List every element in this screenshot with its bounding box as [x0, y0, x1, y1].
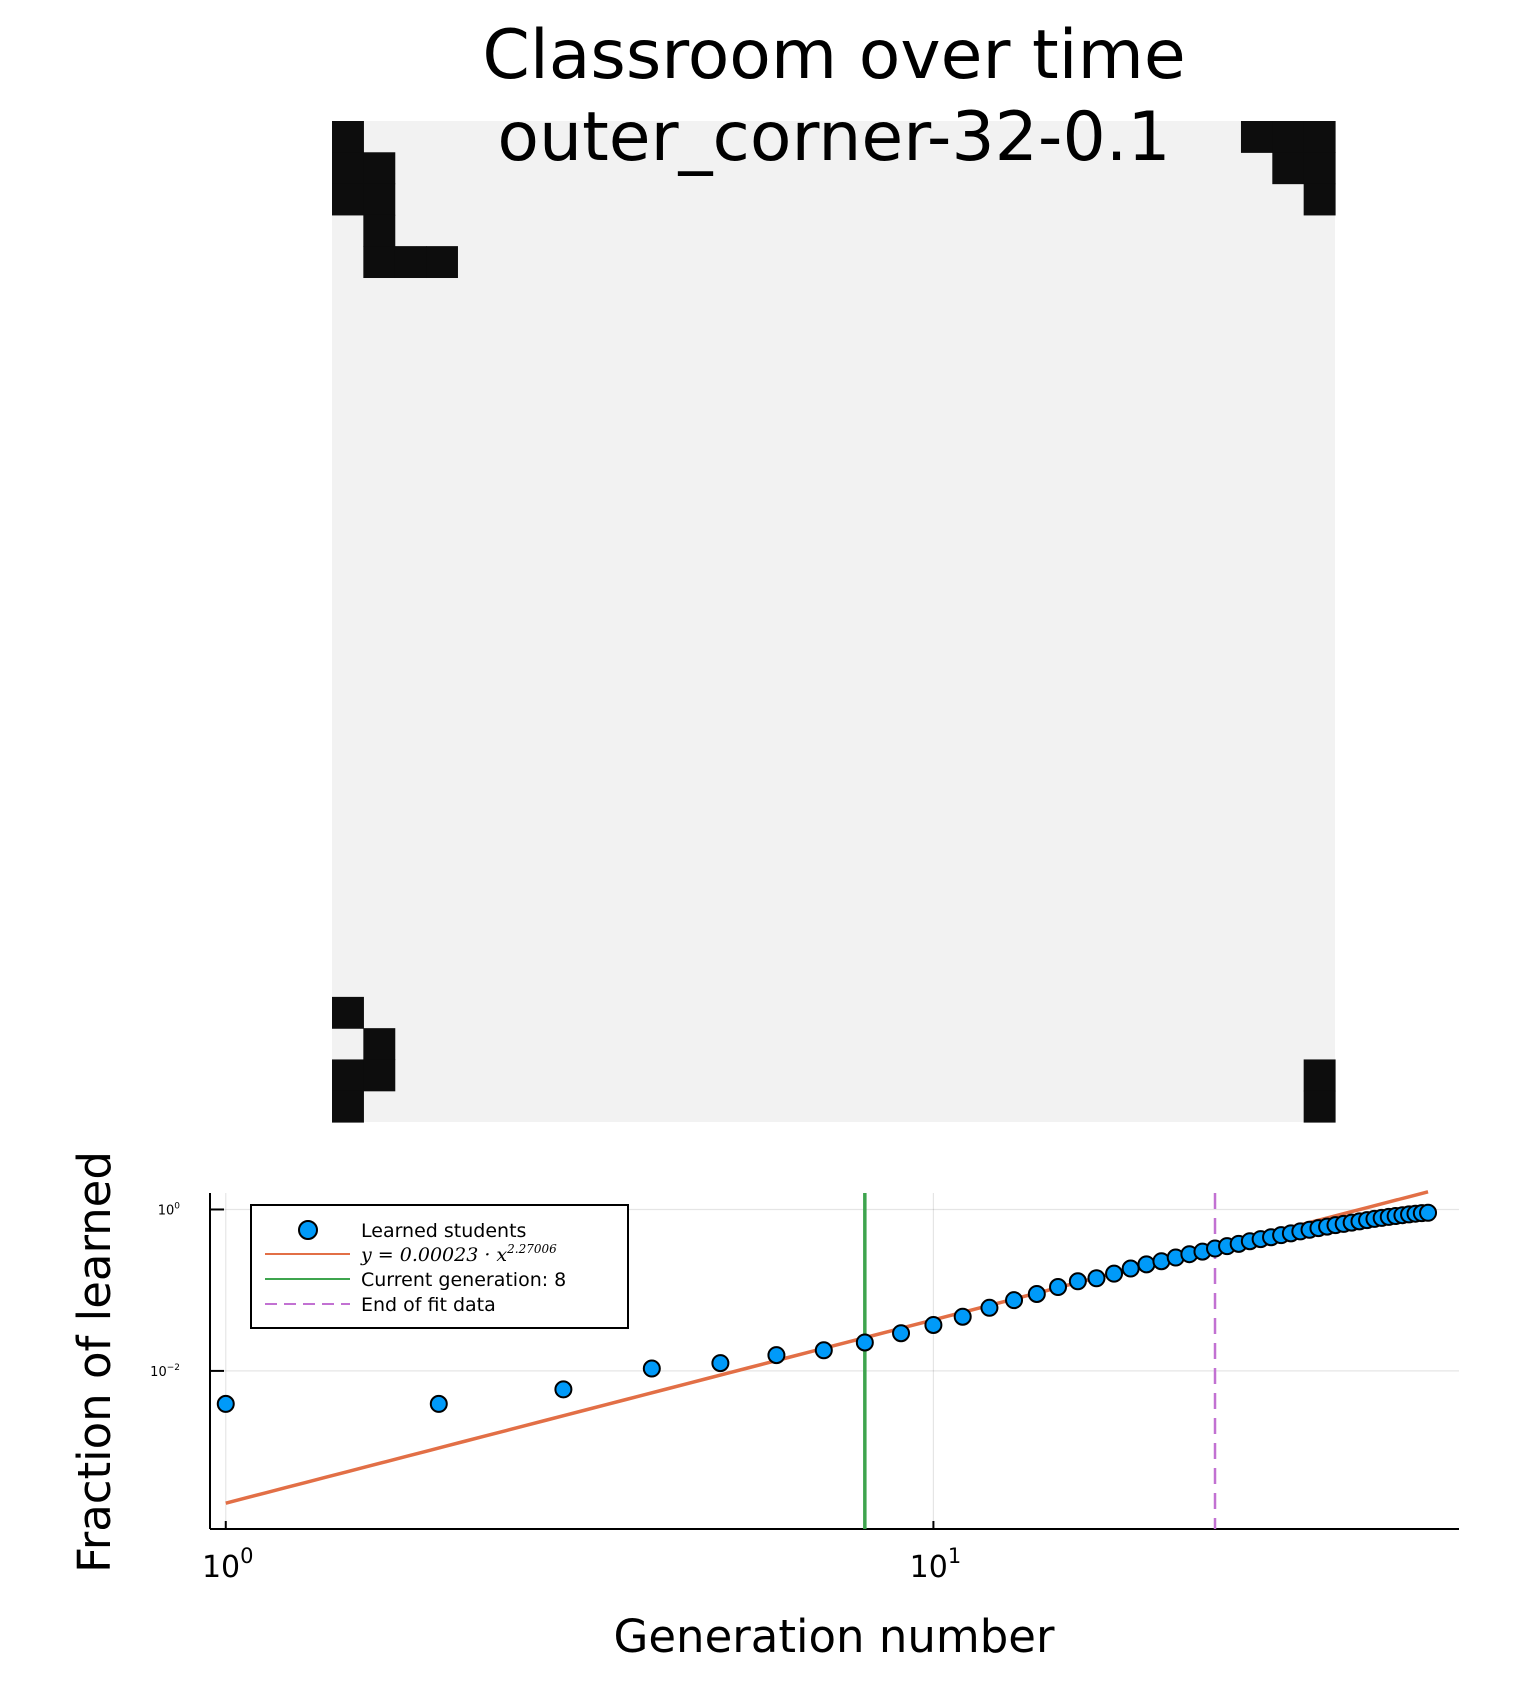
data-point — [711, 1354, 730, 1373]
learned-cell — [1272, 121, 1305, 153]
legend-marker-scatter — [298, 1220, 318, 1240]
x-axis-label: Generation number — [614, 1610, 1055, 1663]
y-tick-label: 10−2 — [150, 1363, 180, 1380]
learned-cell — [1303, 152, 1336, 185]
learned-cell — [332, 1090, 364, 1123]
learned-students-points — [216, 1203, 1438, 1413]
data-point — [429, 1394, 448, 1413]
classroom-background — [332, 121, 1335, 1122]
learned-cell — [1303, 183, 1336, 216]
learned-cell — [1303, 121, 1336, 153]
title-line-1: Classroom over time — [482, 16, 1185, 95]
learned-cell — [363, 1059, 396, 1092]
learned-cell — [363, 152, 396, 185]
data-point — [216, 1394, 235, 1413]
data-point — [1005, 1291, 1024, 1310]
data-point — [1027, 1284, 1046, 1303]
data-point — [892, 1324, 911, 1343]
data-point — [554, 1380, 573, 1399]
learned-cell — [332, 996, 364, 1029]
learned-cell — [1240, 121, 1273, 153]
legend-label-endfit: End of fit data — [361, 1294, 496, 1316]
learned-cell — [363, 246, 396, 279]
legend-label-current: Current generation: 8 — [361, 1269, 566, 1291]
y-ticks: 100 10−2 — [150, 1201, 224, 1380]
y-axis-label: Fraction of learned — [68, 1151, 121, 1573]
x-tick-label: 100 — [202, 1544, 254, 1585]
data-point — [1087, 1269, 1106, 1288]
data-point — [767, 1346, 786, 1365]
learned-cell — [394, 246, 427, 279]
data-point — [642, 1359, 661, 1378]
x-ticks: 100 101 — [202, 1521, 961, 1585]
data-point — [980, 1298, 999, 1317]
x-tick-label: 101 — [910, 1544, 962, 1585]
learned-cells — [332, 121, 1336, 1123]
data-point — [814, 1341, 833, 1360]
title-line-2: outer_corner-32-0.1 — [497, 98, 1170, 177]
data-point — [1121, 1259, 1140, 1278]
classroom-grid — [332, 121, 1336, 1123]
data-point — [1049, 1278, 1068, 1297]
learning-curve-chart: 100 101 100 10−2 Learned students y = 0.00… — [68, 1151, 1459, 1663]
data-point — [1105, 1264, 1124, 1283]
learned-cell — [332, 121, 364, 153]
learned-cell — [1303, 1090, 1336, 1123]
learned-cell — [332, 1059, 364, 1092]
learned-cell — [426, 246, 458, 279]
data-point — [924, 1315, 943, 1334]
data-point — [1419, 1203, 1438, 1222]
learned-cell — [363, 183, 396, 216]
learned-cell — [332, 183, 364, 216]
learned-cell — [363, 214, 396, 247]
data-point — [1068, 1272, 1087, 1291]
y-tick-label: 100 — [158, 1201, 181, 1218]
data-point — [953, 1307, 972, 1326]
learned-cell — [1303, 1059, 1336, 1092]
data-point — [855, 1333, 874, 1352]
learned-cell — [332, 152, 364, 185]
legend-label-learned: Learned students — [361, 1220, 526, 1242]
data-point — [1137, 1255, 1156, 1274]
learned-cell — [363, 1028, 396, 1061]
legend: Learned students y = 0.00023 · x2.27006 … — [250, 1204, 629, 1329]
learned-cell — [1272, 152, 1305, 185]
legend-label-fit: y = 0.00023 · x2.27006 — [360, 1242, 557, 1266]
